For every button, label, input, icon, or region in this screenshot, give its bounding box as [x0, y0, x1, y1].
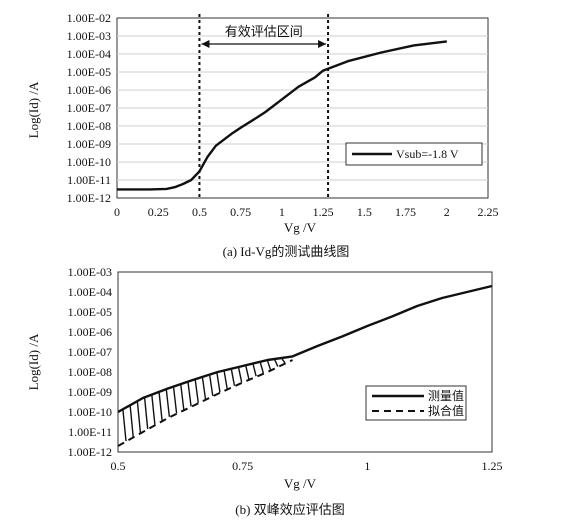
chart-a-y-tick-label: 1.00E-12: [67, 191, 111, 205]
chart-b-y-tick-label: 1.00E-09: [68, 385, 112, 399]
chart-b-x-tick-label: 0.5: [111, 459, 126, 473]
chart-b-y-tick-label: 1.00E-10: [68, 405, 112, 419]
chart-a-caption: (a) Id-Vg的测试曲线图: [223, 244, 350, 259]
chart-b-x-tick-label: 1: [364, 459, 370, 473]
chart-a: 1.00E-12 1.00E-11 1.00E-10 1.00E-09 1.00E-08…: [26, 11, 499, 259]
chart-a-y-tick-label: 1.00E-03: [67, 29, 111, 43]
chart-a-x-tick-label: 0.5: [192, 205, 207, 219]
chart-b-hatch-line: [143, 398, 149, 429]
chart-b-hatch-line: [194, 380, 199, 403]
chart-a-x-tick-label: 1: [279, 205, 285, 219]
chart-b-hatch-line: [158, 392, 163, 421]
chart-a-y-tick-label: 1.00E-06: [67, 83, 111, 97]
chart-b-legend-label-measured: 测量值: [428, 388, 464, 403]
chart-a-y-tick-label: 1.00E-09: [67, 137, 111, 151]
chart-b-hatch-line: [259, 362, 265, 374]
chart-b-y-tick-label: 1.00E-06: [68, 325, 112, 339]
chart-b-x-tick-label: 1.25: [482, 459, 503, 473]
chart-a-x-tick-label: 2.25: [478, 205, 499, 219]
chart-a-y-ticks: 1.00E-12 1.00E-11 1.00E-10 1.00E-09 1.00E-08…: [67, 11, 111, 205]
chart-a-y-tick-label: 1.00E-07: [67, 101, 111, 115]
chart-b-hatch-line: [129, 406, 134, 438]
chart-a-y-tick-label: 1.00E-02: [67, 11, 111, 25]
chart-b-y-tick-label: 1.00E-04: [68, 285, 112, 299]
chart-a-y-axis-label: Log(Id) /A: [26, 81, 41, 138]
chart-b-hatch-line: [216, 373, 221, 393]
chart-b-hatch-line: [180, 384, 185, 410]
chart-a-y-tick-label: 1.00E-11: [67, 173, 111, 187]
chart-b-hatch-line: [223, 371, 228, 390]
chart-b-series-measured: [117, 284, 493, 414]
chart-b-hatch-line: [136, 402, 142, 434]
chart-b-hatch-line: [187, 382, 192, 407]
chart-b-hatch-line: [230, 369, 236, 386]
chart-a-y-tick-label: 1.00E-05: [67, 65, 111, 79]
chart-a-series: [117, 40, 447, 191]
chart-b-hatch-line: [172, 387, 178, 414]
chart-a-legend-box: [345, 142, 483, 166]
chart-b-hatch-line: [237, 367, 243, 383]
chart-b-hatch-region: [122, 358, 286, 442]
chart-b-hatch-line: [165, 389, 171, 417]
chart-b-hatch-line: [122, 410, 127, 442]
chart-b-hatch-line: [209, 375, 214, 396]
chart-a-x-tick-label: 0.25: [148, 205, 169, 219]
chart-b-hatch-line: [201, 377, 207, 400]
chart-b-y-tick-label: 1.00E-03: [68, 265, 112, 279]
chart-a-legend: Vsub=-1.8 V: [345, 142, 483, 166]
chart-b-y-ticks: 1.00E-12 1.00E-11 1.00E-10 1.00E-09 1.00E-08…: [68, 265, 112, 459]
chart-b-y-tick-label: 1.00E-11: [68, 425, 112, 439]
chart-a-x-tick-label: 1.25: [313, 205, 334, 219]
chart-a-annotation-arrowhead-left: [201, 40, 210, 48]
chart-b-series-fitted: [117, 359, 293, 447]
chart-a-x-tick-label: 2: [444, 205, 450, 219]
chart-a-x-tick-label: 1.5: [357, 205, 372, 219]
chart-b-hatch-line: [281, 358, 286, 364]
chart-b-x-axis-label: Vg /V: [284, 476, 317, 491]
chart-b-legend-label-fitted: 拟合值: [428, 403, 464, 418]
chart-a-annotation-label: 有效评估区间: [225, 25, 303, 40]
chart-a-x-ticks: 0 0.25 0.5 0.75 1 1.25 1.5 1.75 2 2.25: [114, 205, 499, 219]
chart-a-y-tick-label: 1.00E-10: [67, 155, 111, 169]
chart-b-hatch-line: [252, 364, 257, 377]
chart-b-y-tick-label: 1.00E-05: [68, 305, 112, 319]
chart-b-hatch-line: [245, 366, 250, 380]
chart-b: 1.00E-12 1.00E-11 1.00E-10 1.00E-09 1.00E-08…: [26, 265, 503, 517]
chart-a-legend-label: Vsub=-1.8 V: [396, 147, 459, 161]
chart-b-y-axis-label: Log(Id) /A: [26, 333, 41, 390]
chart-a-series-line: [117, 40, 447, 191]
chart-b-y-tick-label: 1.00E-08: [68, 365, 112, 379]
chart-a-annotation: 有效评估区间: [198, 14, 330, 198]
chart-b-legend: 测量值 拟合值: [365, 385, 467, 421]
chart-b-hatch-line: [266, 360, 272, 371]
chart-a-x-tick-label: 0.75: [230, 205, 251, 219]
chart-a-x-tick-label: 0: [114, 205, 120, 219]
chart-a-annotation-arrowhead-right: [318, 40, 327, 48]
chart-b-hatch-line: [274, 359, 279, 367]
chart-b-x-tick-label: 0.75: [232, 459, 253, 473]
chart-b-hatch-line: [151, 395, 156, 425]
chart-b-y-tick-label: 1.00E-07: [68, 345, 112, 359]
chart-b-plot-area: [117, 271, 493, 453]
chart-b-caption: (b) 双峰效应评估图: [235, 502, 344, 517]
chart-b-y-tick-label: 1.00E-12: [68, 445, 112, 459]
chart-b-x-ticks: 0.5 0.75 1 1.25: [111, 459, 503, 473]
chart-b-legend-box: [365, 385, 467, 421]
chart-a-x-tick-label: 1.75: [395, 205, 416, 219]
chart-a-x-axis-label: Vg /V: [284, 220, 317, 235]
chart-a-y-tick-label: 1.00E-04: [67, 47, 111, 61]
chart-b-series: [117, 284, 493, 447]
chart-a-y-tick-label: 1.00E-08: [67, 119, 111, 133]
